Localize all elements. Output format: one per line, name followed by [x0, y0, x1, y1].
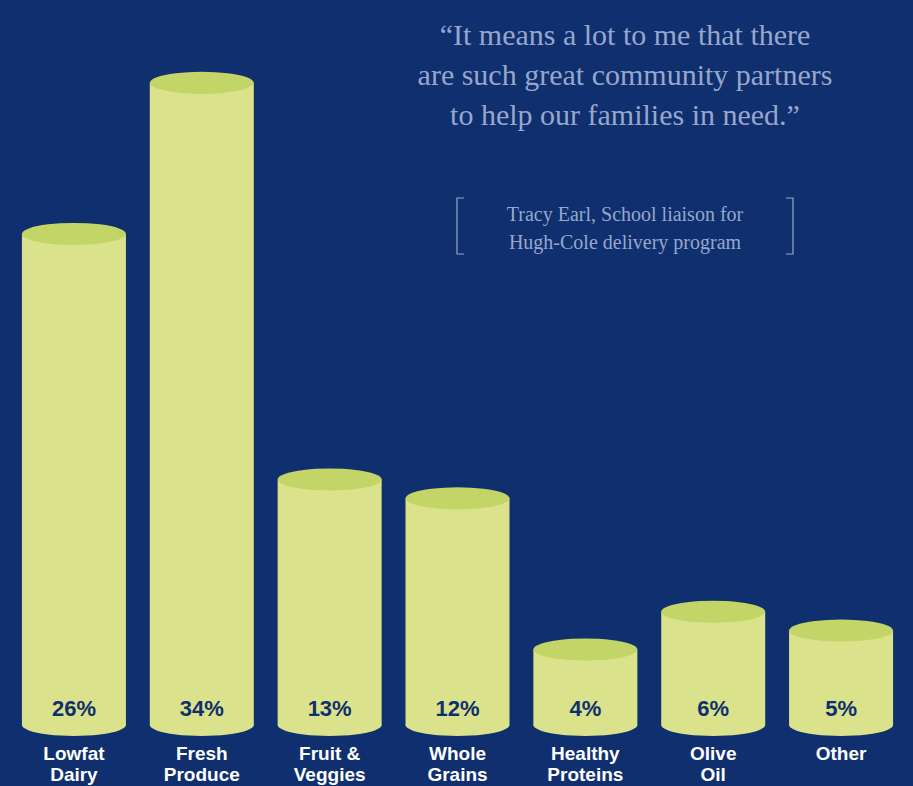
svg-text:34%: 34% — [180, 696, 224, 721]
svg-text:26%: 26% — [52, 696, 96, 721]
svg-text:Healthy: Healthy — [551, 743, 620, 764]
svg-text:Olive: Olive — [690, 743, 736, 764]
svg-text:5%: 5% — [825, 696, 857, 721]
svg-text:Whole: Whole — [429, 743, 486, 764]
svg-text:Tracy Earl, School liaison for: Tracy Earl, School liaison for — [507, 203, 744, 226]
svg-text:Produce: Produce — [164, 764, 240, 785]
svg-text:are such great community partn: are such great community partners — [418, 58, 833, 91]
svg-text:Fresh: Fresh — [176, 743, 228, 764]
svg-text:Oil: Oil — [701, 764, 726, 785]
svg-text:Veggies: Veggies — [294, 764, 366, 785]
svg-text:Dairy: Dairy — [50, 764, 98, 785]
svg-text:4%: 4% — [569, 696, 601, 721]
svg-text:Lowfat: Lowfat — [43, 743, 105, 764]
svg-text:Fruit &: Fruit & — [299, 743, 360, 764]
svg-text:13%: 13% — [308, 696, 352, 721]
svg-text:Grains: Grains — [427, 764, 487, 785]
svg-text:“It means a lot to me that the: “It means a lot to me that there — [440, 18, 811, 51]
svg-text:Other: Other — [816, 743, 867, 764]
svg-text:6%: 6% — [697, 696, 729, 721]
svg-text:to help our families in need.”: to help our families in need.” — [450, 98, 800, 131]
svg-text:Proteins: Proteins — [547, 764, 623, 785]
svg-text:12%: 12% — [435, 696, 479, 721]
svg-text:Hugh-Cole delivery program: Hugh-Cole delivery program — [509, 231, 742, 254]
